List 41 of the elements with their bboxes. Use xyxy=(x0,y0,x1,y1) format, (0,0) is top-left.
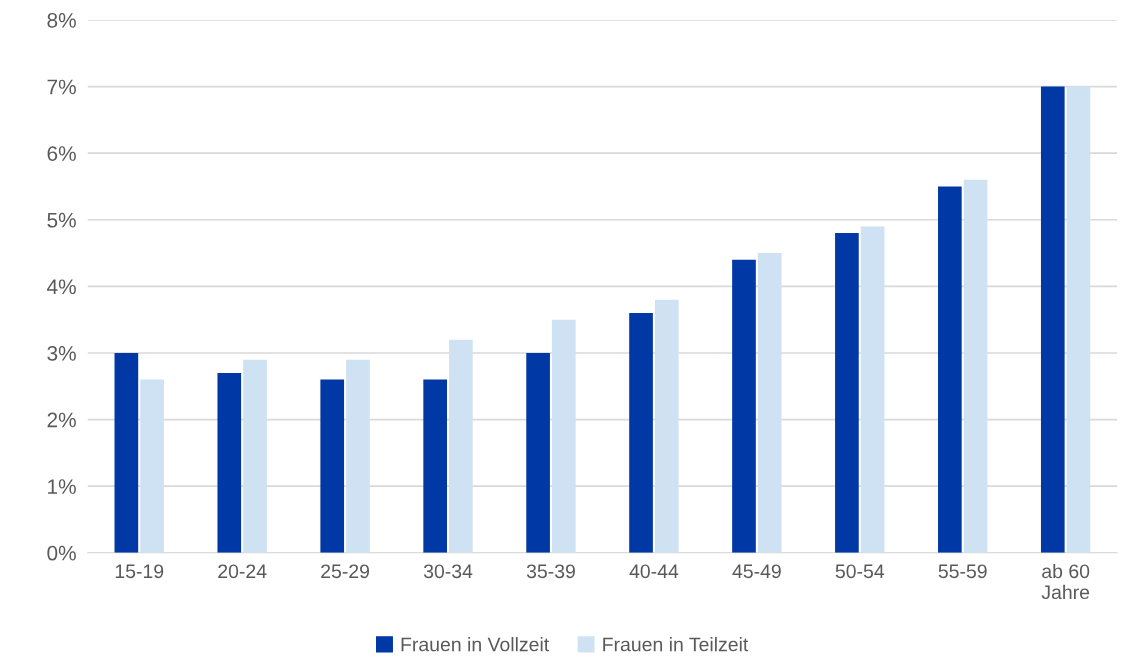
bar xyxy=(654,299,679,553)
bar xyxy=(449,339,473,553)
bar xyxy=(320,379,345,553)
bar xyxy=(423,379,447,553)
bar xyxy=(114,352,139,553)
legend-label: Frauen in Teilzeit xyxy=(603,637,749,652)
x-tick-label: 15-19 xyxy=(115,564,164,579)
bar xyxy=(243,359,267,553)
x-tick-label: 45-49 xyxy=(732,564,781,579)
x-tick-label: 30-34 xyxy=(423,564,473,579)
y-tick-label: 7% xyxy=(47,79,76,95)
bar xyxy=(629,313,653,553)
y-tick-label: 6% xyxy=(47,146,76,161)
bar xyxy=(732,259,756,553)
legend-label: Frauen in Vollzeit xyxy=(401,637,550,652)
bar xyxy=(346,359,370,553)
bar xyxy=(552,319,576,553)
y-tick-label: 3% xyxy=(47,345,76,361)
y-tick-label: 1% xyxy=(48,479,76,494)
x-tick-label: ab 60 Jahre xyxy=(1041,563,1090,600)
y-tick-label: 2% xyxy=(47,412,76,428)
x-tick-label: 40-44 xyxy=(629,564,679,579)
y-tick-label: 0% xyxy=(47,545,76,561)
bar xyxy=(963,179,988,553)
y-tick-label: 4% xyxy=(47,279,76,295)
bar xyxy=(938,186,962,553)
y-tick-label: 5% xyxy=(47,212,76,228)
y-tick-label: 8% xyxy=(47,12,76,28)
x-tick-label: 50-54 xyxy=(835,564,885,579)
x-tick-label: 55-59 xyxy=(938,564,987,579)
bar xyxy=(526,352,550,553)
bar xyxy=(1040,86,1065,553)
x-tick-label: 35-39 xyxy=(526,564,575,579)
bar xyxy=(140,379,164,553)
bar xyxy=(217,372,242,553)
bar xyxy=(757,253,782,553)
x-tick-label: 25-29 xyxy=(321,564,370,579)
x-tick-label: 20-24 xyxy=(218,564,267,579)
bar xyxy=(835,233,859,553)
bar xyxy=(860,226,885,553)
bar xyxy=(1066,86,1091,553)
